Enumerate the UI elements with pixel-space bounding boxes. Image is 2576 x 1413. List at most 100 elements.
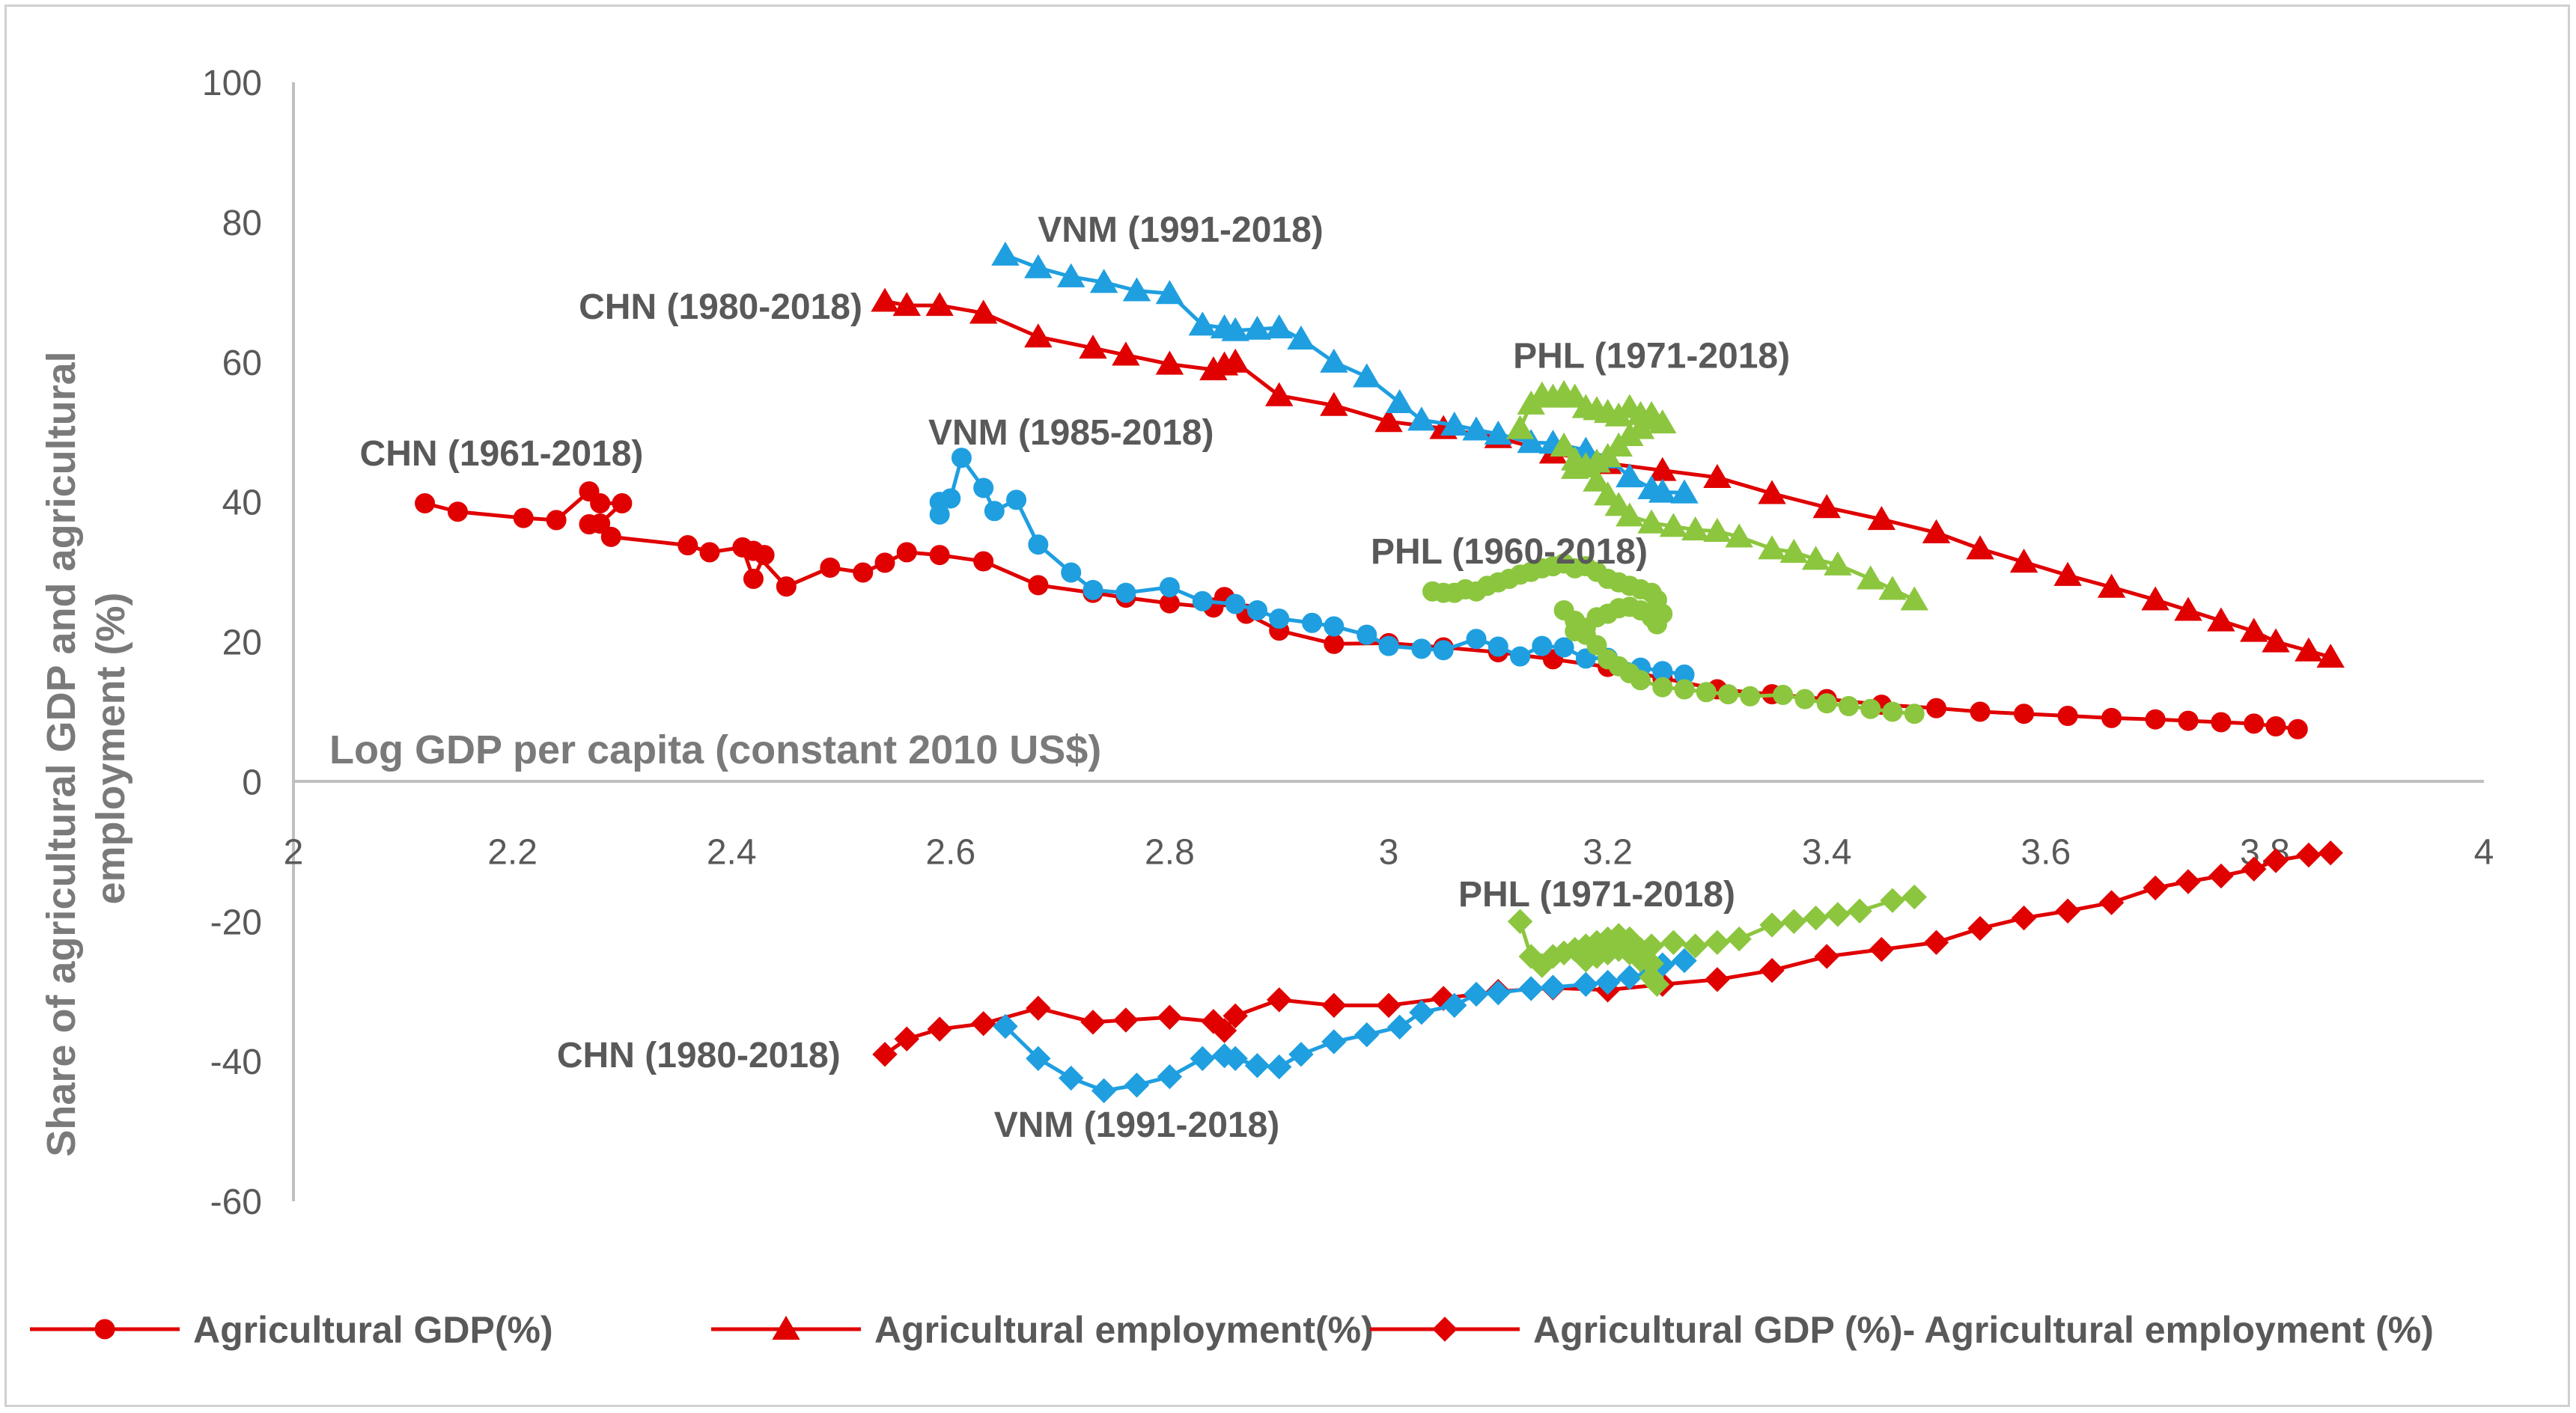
point-phl-agricultural-gdp-1960-2018-45 xyxy=(1773,685,1794,706)
point-chn-agricultural-employment-1980-2018-0 xyxy=(871,287,899,312)
point-vnm-agricultural-gdp-1985-2018-3 xyxy=(951,448,972,469)
point-vnm-agricultural-gdp-1985-2018-23 xyxy=(1488,636,1508,657)
point-phl-agricultural-employment-1971-2018-36 xyxy=(1801,546,1830,570)
annotations: CHN (1961-2018) VNM (1985-2018) CHN (1980-… xyxy=(360,210,1791,1145)
legend-item-agricultural-employment: Agricultural employment(%) xyxy=(711,1309,1374,1351)
point-phl-agricultural-employment-1971-2018-28 xyxy=(1616,502,1644,527)
point-vnm-agricultural-gdp-employment-1991-2018-16 xyxy=(1442,992,1467,1019)
point-vnm-agricultural-gdp-employment-1991-2018-5 xyxy=(1157,1063,1183,1090)
point-vnm-agricultural-gdp-1985-2018-16 xyxy=(1302,612,1323,633)
point-vnm-agricultural-employment-1991-2018-2 xyxy=(1057,263,1085,287)
point-chn-agricultural-gdp-employment-1980-2018-34 xyxy=(2318,840,2343,866)
point-vnm-agricultural-gdp-1985-2018-15 xyxy=(1269,608,1290,629)
point-vnm-agricultural-employment-1991-2018-23 xyxy=(1616,463,1644,488)
point-vnm-agricultural-gdp-1985-2018-2 xyxy=(940,488,961,509)
point-vnm-agricultural-gdp-1985-2018-14 xyxy=(1246,599,1267,620)
point-chn-agricultural-gdp-employment-1980-2018-9 xyxy=(1211,1018,1237,1043)
point-vnm-agricultural-employment-1991-2018-5 xyxy=(1155,280,1184,305)
point-vnm-agricultural-employment-1991-2018-10 xyxy=(1264,314,1294,339)
point-vnm-agricultural-gdp-1985-2018-20 xyxy=(1411,638,1432,659)
point-chn-agricultural-gdp-employment-1980-2018-25 xyxy=(2011,905,2037,931)
point-chn-agricultural-gdp-employment-1980-2018-30 xyxy=(2208,863,2234,889)
point-phl-agricultural-gdp-1960-2018-48 xyxy=(1838,695,1859,716)
point-chn-agricultural-gdp-1961-2018-6 xyxy=(612,492,633,513)
point-phl-agricultural-employment-1971-2018-22 xyxy=(1550,432,1578,457)
point-chn-agricultural-employment-1980-2018-26 xyxy=(2053,561,2082,586)
point-phl-agricultural-gdp-employment-1971-2018-14 xyxy=(1639,965,1664,990)
point-chn-agricultural-gdp-1961-2018-47 xyxy=(2145,709,2166,730)
point-vnm-agricultural-gdp-employment-1991-2018-6 xyxy=(1190,1046,1215,1072)
point-phl-agricultural-gdp-1960-2018-49 xyxy=(1860,698,1881,719)
point-phl-agricultural-employment-1971-2018-24 xyxy=(1571,453,1601,478)
point-chn-agricultural-gdp-employment-1980-2018-32 xyxy=(2263,848,2289,873)
x-tick-label-3-4: 3.4 xyxy=(1802,832,1852,872)
point-vnm-agricultural-gdp-employment-1991-2018-3 xyxy=(1091,1078,1117,1104)
point-chn-agricultural-employment-1980-2018-29 xyxy=(2174,596,2202,621)
x-tick-labels: 2 2.2 2.4 2.6 2.8 3 3.2 3.4 3.6 3.8 4 xyxy=(284,832,2494,872)
point-vnm-agricultural-gdp-1985-2018-19 xyxy=(1378,635,1399,656)
point-phl-agricultural-gdp-employment-1971-2018-31 xyxy=(1781,909,1807,934)
x-tick-label-2: 2 xyxy=(284,832,304,872)
point-chn-agricultural-gdp-employment-1980-2018-31 xyxy=(2241,856,2267,882)
point-chn-agricultural-employment-1980-2018-28 xyxy=(2141,586,2169,611)
point-chn-agricultural-gdp-1961-2018-52 xyxy=(2287,718,2308,739)
point-chn-agricultural-gdp-employment-1980-2018-0 xyxy=(872,1042,898,1067)
point-phl-agricultural-gdp-1960-2018-51 xyxy=(1904,704,1925,724)
point-vnm-agricultural-employment-1991-2018-3 xyxy=(1089,269,1118,293)
point-phl-agricultural-gdp-employment-1971-2018-25 xyxy=(1639,933,1664,959)
series-layer xyxy=(415,241,2345,1104)
point-chn-agricultural-gdp-employment-1980-2018-6 xyxy=(1113,1007,1139,1033)
y-axis-title-line-2: employment (%) xyxy=(88,592,133,904)
point-chn-agricultural-gdp-employment-1980-2018-10 xyxy=(1222,1003,1248,1029)
y-tick-labels: -60 -40 -20 0 20 40 60 80 100 xyxy=(202,64,262,1222)
point-vnm-agricultural-gdp-1985-2018-22 xyxy=(1466,629,1487,650)
point-phl-agricultural-gdp-employment-1971-2018-33 xyxy=(1825,902,1851,927)
point-vnm-agricultural-gdp-employment-1991-2018-12 xyxy=(1321,1029,1347,1055)
annotation-phl-1971-diff: PHL (1971-2018) xyxy=(1458,875,1735,915)
point-phl-agricultural-employment-1971-2018-38 xyxy=(1856,565,1885,590)
point-phl-agricultural-gdp-employment-1971-2018-0 xyxy=(1507,909,1533,934)
point-vnm-agricultural-employment-1991-2018-14 xyxy=(1385,388,1414,414)
point-vnm-agricultural-gdp-employment-1991-2018-26 xyxy=(1672,947,1697,974)
point-vnm-agricultural-employment-1991-2018-4 xyxy=(1122,277,1151,302)
point-phl-agricultural-employment-1971-2018-32 xyxy=(1703,517,1732,542)
point-vnm-agricultural-gdp-1985-2018-4 xyxy=(973,477,994,498)
point-vnm-agricultural-gdp-employment-1991-2018-0 xyxy=(993,1013,1018,1040)
point-chn-agricultural-employment-1980-2018-32 xyxy=(2262,628,2290,653)
point-chn-agricultural-employment-1980-2018-7 xyxy=(1155,350,1184,375)
point-phl-agricultural-gdp-1960-2018-50 xyxy=(1882,701,1903,722)
point-vnm-agricultural-gdp-employment-1991-2018-9 xyxy=(1244,1053,1270,1078)
y-tick-label-100: 100 xyxy=(202,64,262,103)
point-chn-agricultural-employment-1980-2018-33 xyxy=(2295,637,2323,662)
point-vnm-agricultural-gdp-employment-1991-2018-19 xyxy=(1518,976,1544,1001)
annotation-phl-1960: PHL (1960-2018) xyxy=(1371,532,1648,572)
point-chn-agricultural-gdp-1961-2018-23 xyxy=(1028,575,1049,596)
point-vnm-agricultural-gdp-1985-2018-12 xyxy=(1192,590,1213,611)
point-vnm-agricultural-employment-1991-2018-11 xyxy=(1287,325,1315,350)
chart-frame xyxy=(4,4,2570,1407)
point-phl-agricultural-gdp-employment-1971-2018-30 xyxy=(1759,912,1785,938)
point-chn-agricultural-gdp-1961-2018-46 xyxy=(2101,707,2122,728)
x-tick-label-2-8: 2.8 xyxy=(1145,832,1195,872)
series-line-chn-agricultural-gdp-1961-2018 xyxy=(424,489,2298,731)
legend-item-agricultural-gdp-agricultural-employment: Agricultural GDP (%)- Agricultural emplo… xyxy=(1370,1309,2434,1351)
point-vnm-agricultural-gdp-employment-1991-2018-10 xyxy=(1266,1054,1292,1080)
series-vnm-agricultural-gdp-1985-2018 xyxy=(929,448,1695,685)
point-vnm-agricultural-employment-1991-2018-6 xyxy=(1188,311,1217,336)
point-vnm-agricultural-gdp-1985-2018-17 xyxy=(1324,616,1345,637)
point-vnm-agricultural-gdp-1985-2018-6 xyxy=(1006,489,1027,510)
point-vnm-agricultural-gdp-employment-1991-2018-18 xyxy=(1485,980,1511,1006)
point-chn-agricultural-gdp-employment-1980-2018-28 xyxy=(2143,875,2168,901)
point-vnm-agricultural-gdp-employment-1991-2018-4 xyxy=(1124,1072,1150,1098)
point-phl-agricultural-gdp-employment-1971-2018-34 xyxy=(1847,898,1872,924)
point-chn-agricultural-employment-1980-2018-27 xyxy=(2097,573,2126,598)
point-vnm-agricultural-gdp-employment-1991-2018-13 xyxy=(1354,1022,1380,1048)
point-phl-agricultural-gdp-employment-1971-2018-32 xyxy=(1803,905,1829,931)
point-vnm-agricultural-gdp-1985-2018-9 xyxy=(1083,579,1103,600)
point-vnm-agricultural-gdp-employment-1991-2018-17 xyxy=(1464,981,1489,1007)
x-tick-label-2-2: 2.2 xyxy=(487,832,538,872)
point-vnm-agricultural-gdp-employment-1991-2018-11 xyxy=(1288,1042,1314,1067)
point-chn-agricultural-gdp-1961-2018-43 xyxy=(1970,701,1991,722)
point-phl-agricultural-gdp-1960-2018-46 xyxy=(1794,689,1815,709)
point-chn-agricultural-gdp-employment-1980-2018-29 xyxy=(2175,869,2201,894)
